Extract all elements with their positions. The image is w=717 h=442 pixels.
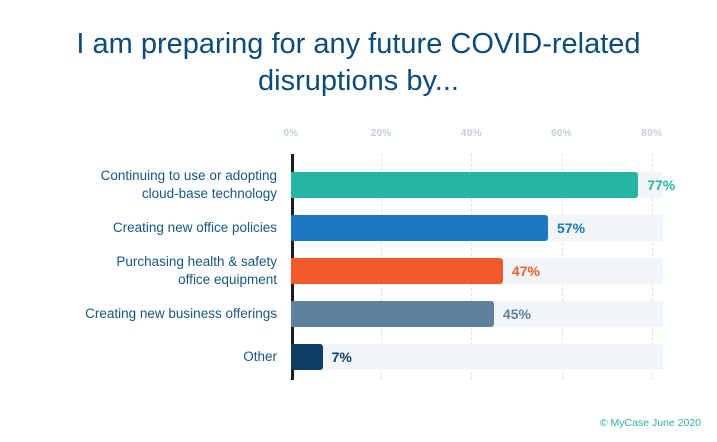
category-label: Purchasing health & safety office equipm… — [116, 253, 277, 287]
bar-track — [291, 343, 663, 370]
category-label: Other — [243, 348, 277, 364]
bar-chart: 0% 20% 40% 60% 80% Continuing to use or adop… — [0, 128, 717, 388]
value-label: 7% — [331, 348, 352, 365]
x-axis-labels: 0% 20% 40% 60% 80% — [283, 128, 663, 142]
bar-row: Continuing to use or adopting cloud-base… — [0, 163, 676, 206]
chart-title: I am preparing for any future COVID-rela… — [76, 28, 641, 98]
category-label: Creating new office policies — [112, 219, 277, 235]
value-label: 77% — [647, 176, 676, 193]
bar-area: 57% — [291, 214, 663, 241]
bar — [291, 171, 639, 198]
x-tick-label: 60% — [551, 128, 572, 139]
value-label: 45% — [502, 305, 531, 322]
bar-area: 47% — [291, 257, 663, 284]
bar-rows: Continuing to use or adopting cloud-base… — [0, 163, 676, 378]
bar-row: Purchasing health & safety office equipm… — [0, 249, 663, 292]
source-credit: © MyCase June 2020 — [599, 417, 701, 429]
bar-area: 77% — [291, 171, 675, 198]
value-label: 57% — [557, 219, 586, 236]
category-label: Continuing to use or adopting cloud-base… — [100, 167, 277, 201]
bar — [291, 300, 494, 327]
bar-row: Creating new business offerings 45% — [0, 292, 663, 335]
x-tick-label: 20% — [370, 128, 392, 139]
x-tick-label: 40% — [460, 128, 482, 139]
bar — [291, 343, 323, 370]
bar-row: Other 7% — [0, 335, 663, 378]
bar — [291, 214, 549, 241]
value-label: 47% — [511, 262, 540, 279]
bar-row: Creating new office policies 57% — [0, 206, 663, 249]
bar — [291, 257, 503, 284]
bar-area: 7% — [291, 343, 663, 370]
category-label: Creating new business offerings — [85, 305, 277, 321]
x-tick-label: 0% — [283, 128, 299, 139]
bar-area: 45% — [291, 300, 663, 327]
x-tick-label: 80% — [641, 128, 663, 139]
